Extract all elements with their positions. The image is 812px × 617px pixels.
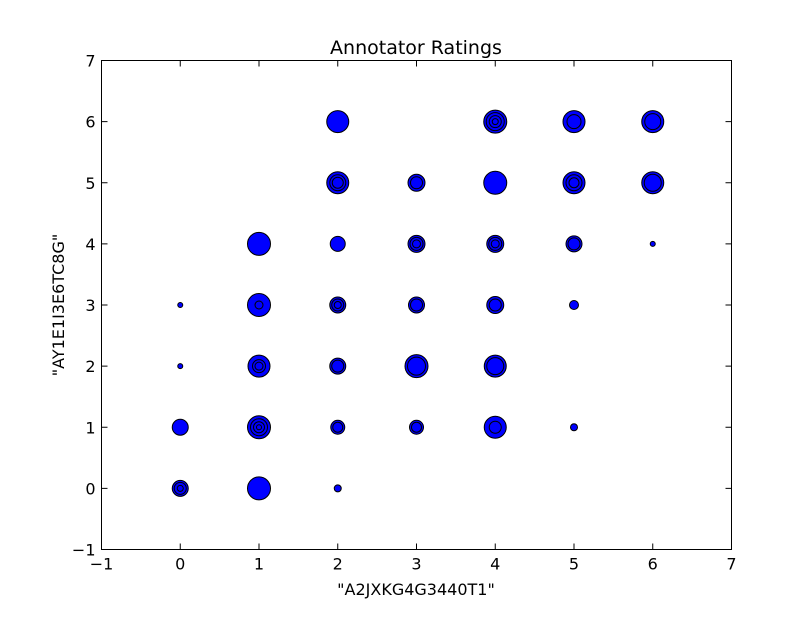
y-tick-label: 3 xyxy=(85,296,95,315)
data-point-ring xyxy=(254,300,264,310)
plot-frame xyxy=(101,60,732,550)
data-point-ring xyxy=(256,424,262,431)
data-point xyxy=(329,235,346,252)
data-point-ring xyxy=(252,359,266,374)
data-point xyxy=(407,234,426,253)
data-point-ring xyxy=(331,359,345,373)
data-point xyxy=(570,423,578,432)
y-tick-label: 1 xyxy=(85,418,95,437)
points-layer xyxy=(171,109,665,501)
data-point xyxy=(404,354,429,379)
y-tick-label: 0 xyxy=(85,479,95,498)
data-point xyxy=(333,484,342,493)
x-tick-label: 2 xyxy=(333,555,343,574)
y-tick-label: 2 xyxy=(85,357,95,376)
data-point-ring xyxy=(332,421,344,433)
x-tick-label: 6 xyxy=(648,555,658,574)
y-tick-label: 6 xyxy=(85,113,95,132)
data-point xyxy=(641,171,665,195)
data-point-ring xyxy=(488,236,503,251)
data-point-ring xyxy=(412,239,421,249)
data-point xyxy=(483,354,507,378)
x-tick-label: 3 xyxy=(411,555,421,574)
data-point xyxy=(171,418,189,436)
x-tick-label: −1 xyxy=(90,555,114,574)
data-point-ring xyxy=(643,173,662,192)
data-point-ring xyxy=(173,481,187,495)
data-point-ring xyxy=(644,113,662,131)
data-point-ring xyxy=(253,421,265,434)
data-point xyxy=(483,415,507,439)
data-point xyxy=(247,293,271,317)
data-point-ring xyxy=(566,114,582,130)
data-point-ring xyxy=(409,236,424,251)
y-axis-label: "AY1E1I3E6TC8G" xyxy=(49,234,68,376)
x-axis-label: "A2JXKG4G3440T1" xyxy=(337,580,495,599)
data-point-ring xyxy=(176,484,184,492)
data-point xyxy=(177,363,184,370)
data-point-ring xyxy=(488,420,502,434)
ticks-layer: −1 0 1 2 3 4 5 6 7 −1 0 1 2 3 4 5 6 7 xyxy=(72,52,737,574)
data-point xyxy=(569,300,579,310)
x-tick-label: 0 xyxy=(175,555,185,574)
chart-title: Annotator Ratings xyxy=(330,37,502,59)
data-point xyxy=(247,354,271,378)
data-point xyxy=(326,110,350,134)
data-point-ring xyxy=(568,177,580,189)
x-tick-label: 5 xyxy=(569,555,579,574)
data-point xyxy=(483,170,508,195)
x-tick-label: 7 xyxy=(726,555,736,574)
data-point-ring xyxy=(490,239,500,249)
data-point-ring xyxy=(331,176,344,189)
data-point-ring xyxy=(410,176,423,190)
data-point xyxy=(177,302,184,308)
data-point-ring xyxy=(565,174,583,192)
data-point-ring xyxy=(491,118,499,126)
data-point-ring xyxy=(250,418,268,437)
data-point-ring xyxy=(488,115,502,129)
x-tick-label: 4 xyxy=(490,555,500,574)
y-tick-label: 7 xyxy=(85,52,95,71)
data-point-ring xyxy=(411,421,422,433)
data-point-ring xyxy=(331,298,345,312)
data-point-ring xyxy=(254,361,264,371)
y-tick-label: 5 xyxy=(85,174,95,193)
data-point xyxy=(483,109,508,134)
data-point-ring xyxy=(486,357,505,376)
data-point xyxy=(247,476,271,501)
y-tick-label: −1 xyxy=(72,541,96,560)
data-point-ring xyxy=(567,237,581,251)
data-point-ring xyxy=(410,298,423,312)
data-point xyxy=(247,231,271,256)
x-tick-label: 1 xyxy=(254,555,264,574)
data-point-ring xyxy=(407,356,426,376)
data-point-ring xyxy=(329,174,347,192)
data-point xyxy=(649,240,656,247)
data-point-ring xyxy=(488,298,502,312)
data-point-ring xyxy=(333,301,342,309)
data-point xyxy=(562,110,586,134)
data-point xyxy=(486,234,505,253)
y-tick-label: 4 xyxy=(85,235,95,254)
data-point-ring xyxy=(485,112,505,132)
